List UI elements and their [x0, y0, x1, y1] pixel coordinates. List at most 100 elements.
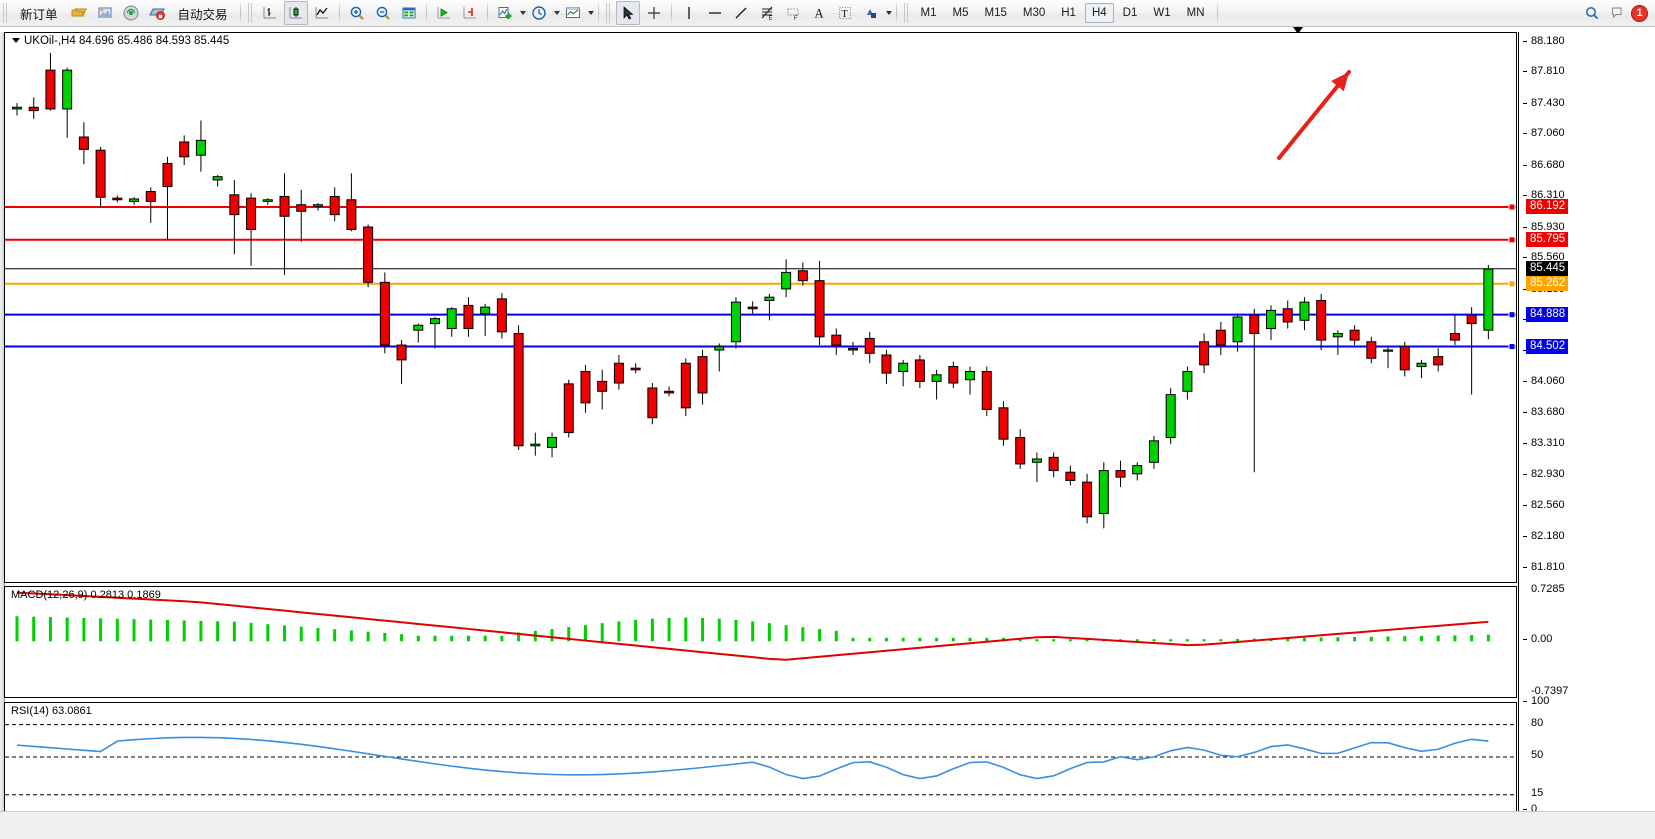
chart-title: UKOil-,H4 84.696 85.486 84.593 85.445 [12, 35, 229, 47]
crosshair-icon[interactable] [642, 1, 666, 25]
trendline-icon[interactable] [729, 1, 753, 25]
shapes-dropdown-caret[interactable] [885, 11, 892, 15]
chart-title-text: UKOil-,H4 84.696 85.486 84.593 85.445 [24, 35, 230, 47]
zoom-out-icon[interactable] [371, 1, 395, 25]
price-level-badge-orange-level[interactable]: 85.262 [1526, 275, 1569, 291]
timeframe-h1[interactable]: H1 [1061, 7, 1076, 19]
status-bar [0, 811, 1655, 839]
axis-tick-mark [1523, 536, 1527, 538]
chart-menu-arrow-icon[interactable] [12, 38, 20, 43]
fibo-icon[interactable]: E [755, 1, 779, 25]
cursor-icon[interactable] [615, 1, 640, 25]
folder-icon[interactable] [67, 1, 91, 25]
price-axis-tick: 85.930 [1523, 221, 1565, 233]
timeframe-m15[interactable]: M15 [984, 7, 1007, 19]
price-level-badge-blue-level[interactable]: 84.502 [1526, 338, 1569, 354]
axis-tick-mark [1523, 412, 1527, 414]
axis-tick-mark [1523, 381, 1527, 383]
rsi-plot [5, 724, 1516, 796]
indicators-icon[interactable] [493, 1, 517, 25]
line-chart-icon[interactable] [310, 1, 334, 25]
price-axis-tick: 83.680 [1523, 406, 1565, 418]
timeframe-mn[interactable]: MN [1186, 7, 1205, 19]
price-axis-tick: 85.560 [1523, 251, 1565, 263]
shift-start-icon[interactable] [432, 1, 456, 25]
axis-tick-mark [1523, 195, 1527, 197]
rsi-axis-tick: 0 [1523, 803, 1537, 815]
axis-tick-mark [1523, 504, 1527, 506]
toolbar-grip[interactable] [3, 3, 8, 23]
alert-count-badge[interactable]: 1 [1631, 4, 1648, 22]
chart-window[interactable]: UKOil-,H4 84.696 85.486 84.593 85.445 MA… [0, 27, 1655, 839]
data-window-icon[interactable] [397, 1, 421, 25]
price-chart-pane[interactable]: UKOil-,H4 84.696 85.486 84.593 85.445 [4, 32, 1517, 583]
svg-text:E: E [768, 16, 772, 22]
macd-pane[interactable]: MACD(12,26,9) 0.2813 0.1869 [4, 586, 1517, 698]
toolbar-divider-8 [1216, 3, 1218, 23]
indicators-dropdown-caret[interactable] [519, 11, 526, 15]
axis-tick-mark [1523, 288, 1527, 290]
period-clock-icon[interactable] [527, 1, 551, 25]
candlestick-icon[interactable] [283, 1, 308, 25]
toolbar-grip-3[interactable] [605, 3, 611, 23]
profiles-icon[interactable] [93, 1, 117, 25]
toolbar-grip-2[interactable] [247, 3, 253, 23]
trend-arrow-annotation [1277, 70, 1351, 160]
search-icon[interactable] [1580, 1, 1604, 25]
price-axis-tick: 82.560 [1523, 499, 1565, 511]
candlestick-plot [5, 52, 1516, 529]
autotrading-icon[interactable] [145, 1, 169, 25]
toolbar-divider-2 [338, 3, 340, 23]
price-level-badge-red-level[interactable]: 85.795 [1526, 231, 1569, 247]
new-order-button[interactable]: 新订单 [13, 1, 65, 25]
timeframe-m30[interactable]: M30 [1022, 7, 1046, 19]
axis-tick-mark [1523, 566, 1527, 568]
svg-text:T: T [841, 9, 847, 20]
rsi-label: RSI(14) 63.0861 [11, 705, 92, 717]
broadcast-icon[interactable] [119, 1, 143, 25]
toolbar-divider-4 [486, 3, 488, 23]
timeframe-m1[interactable]: M1 [920, 7, 937, 19]
templates-dropdown-caret[interactable] [587, 11, 594, 15]
price-level-badge-red-level[interactable]: 86.192 [1526, 199, 1569, 215]
timeframe-h4[interactable]: H4 [1084, 3, 1114, 23]
price-axis-tick: 87.430 [1523, 97, 1565, 109]
price-axis-tick: 84.060 [1523, 375, 1565, 387]
timeframe-d1[interactable]: D1 [1122, 7, 1138, 19]
bar-chart-icon[interactable] [258, 1, 282, 25]
price-axis-tick: 88.180 [1523, 35, 1565, 47]
toolbar-divider-6 [670, 3, 672, 23]
vline-icon[interactable] [677, 1, 701, 25]
shapes-icon[interactable] [859, 1, 883, 25]
rsi-axis-tick: 100 [1523, 695, 1549, 707]
price-axis-tick: 83.310 [1523, 437, 1565, 449]
rsi-axis-tick: 80 [1531, 716, 1544, 729]
timeframe-m5[interactable]: M5 [952, 7, 969, 19]
channel-icon[interactable]: F [781, 1, 805, 25]
axis-separator [1518, 32, 1519, 812]
toolbar-grip-4[interactable] [903, 3, 909, 23]
price-level-badge-blue-level[interactable]: 84.888 [1526, 306, 1569, 322]
price-axis-tick: 81.810 [1523, 561, 1565, 573]
text-icon[interactable]: A [807, 1, 831, 25]
templates-icon[interactable] [561, 1, 585, 25]
macd-plot [15, 591, 1490, 661]
price-level-badge-last-price[interactable]: 85.445 [1526, 260, 1569, 276]
autotrading-button[interactable]: 自动交易 [171, 1, 235, 25]
hline-icon[interactable] [703, 1, 727, 25]
shift-end-icon[interactable] [458, 1, 482, 25]
rsi-axis-tick: 50 [1531, 749, 1544, 761]
autotrading-label: 自动交易 [177, 7, 228, 22]
price-axis[interactable]: 88.180 87.810 87.430 87.060 86.680 86.310 85.9… [1519, 32, 1655, 815]
alerts-icon[interactable] [1606, 1, 1630, 25]
timeframe-w1[interactable]: W1 [1153, 7, 1171, 19]
axis-tick-mark [1523, 164, 1527, 166]
rsi-pane[interactable]: RSI(14) 63.0861 [4, 702, 1517, 812]
axis-tick-mark [1523, 701, 1527, 702]
zoom-in-icon[interactable] [345, 1, 369, 25]
period-dropdown-caret[interactable] [553, 11, 560, 15]
new-order-label: 新订单 [20, 7, 58, 22]
toolbar-divider-3 [425, 3, 427, 23]
label-icon[interactable]: T [833, 1, 857, 25]
axis-tick-mark [1523, 226, 1527, 228]
